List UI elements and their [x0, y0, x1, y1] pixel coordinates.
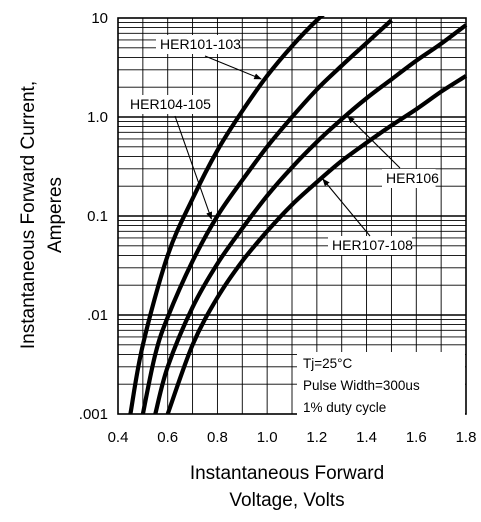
y-axis-title: Instantaneous Forward Current, Amperes: [18, 81, 66, 349]
condition-pulse-width: Pulse Width=300us: [303, 378, 420, 393]
x-tick-label: 1.0: [257, 429, 278, 446]
series-label-3: HER106: [386, 170, 439, 186]
x-tick-label: 1.6: [406, 429, 427, 446]
x-tick-label: 1.4: [356, 429, 377, 446]
series-label-bg-1: [156, 35, 240, 54]
y-tick-label: 1.0: [87, 109, 108, 126]
series-label-1: HER101-103: [160, 36, 241, 52]
series-label-bg-3: [382, 169, 436, 188]
x-tick-label: 0.8: [207, 429, 228, 446]
series-leader-3: [347, 115, 401, 169]
curves: [128, 16, 468, 414]
series-leader-4: [322, 178, 371, 237]
series-label-bg-2: [126, 95, 210, 114]
series-label-4: HER107-108: [332, 237, 413, 253]
y-tick-label: .001: [79, 406, 108, 423]
conditions-box: Tj=25°C Pulse Width=300us 1% duty cycle: [297, 352, 465, 418]
tick-labels: 0.4 0.6 0.8 1.0 1.2 1.4 1.6 1.8 10 1.0 0.1 .01 .001: [79, 10, 477, 446]
y-axis-title-line-1: Instantaneous Forward Current,: [18, 81, 39, 349]
y-tick-label: 0.1: [87, 208, 108, 225]
series-line-2: [140, 18, 393, 414]
y-tick-label: .01: [87, 307, 108, 324]
x-axis-title: Instantaneous Forward Voltage, Volts: [190, 463, 384, 511]
condition-temperature: Tj=25°C: [303, 356, 353, 371]
series-line-1: [128, 16, 325, 414]
series-labels: HER101-103 HER104-105 HER106 HER107-108: [126, 35, 439, 255]
plot-frame: [117, 17, 467, 415]
x-axis-title-line-1: Instantaneous Forward: [190, 463, 384, 484]
series-line-3: [153, 23, 468, 414]
series-label-2: HER104-105: [130, 96, 211, 112]
x-axis-title-line-2: Voltage, Volts: [229, 490, 344, 511]
y-axis-title-line-2: Amperes: [45, 177, 66, 253]
x-tick-label: 0.4: [108, 429, 129, 446]
condition-duty-cycle: 1% duty cycle: [303, 400, 386, 415]
x-tick-label: 0.6: [157, 429, 178, 446]
series-leader-1: [204, 55, 262, 80]
x-tick-label: 1.2: [306, 429, 327, 446]
series-leader-2: [174, 115, 213, 220]
y-tick-label: 10: [91, 10, 108, 27]
series-line-4: [165, 74, 468, 414]
x-tick-label: 1.8: [456, 429, 477, 446]
series-label-bg-4: [328, 236, 412, 255]
